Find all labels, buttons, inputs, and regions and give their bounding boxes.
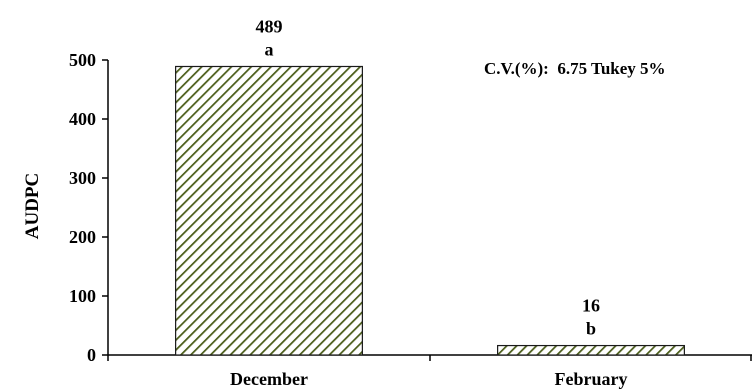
y-axis-title: AUDPC [22, 173, 43, 240]
bar-february [497, 344, 685, 356]
data-labels: a 489 b 16 [256, 16, 601, 338]
significance-letter: b [586, 319, 596, 339]
y-tick-label: 100 [69, 286, 96, 306]
data-label: 489 [256, 16, 283, 36]
bars [175, 65, 685, 356]
y-tick-label: 400 [69, 109, 96, 129]
y-tick-label: 0 [87, 345, 96, 365]
data-label: 16 [582, 296, 600, 316]
cv-annotation: C.V.(%): 6.75 Tukey 5% [484, 59, 666, 78]
y-tick-label: 500 [69, 50, 96, 70]
x-tick-label: December [230, 369, 308, 389]
y-tick-label: 300 [69, 168, 96, 188]
significance-letter: a [265, 39, 274, 59]
x-tick-label: February [555, 369, 628, 389]
y-tick-label: 200 [69, 227, 96, 247]
x-axis: December February [107, 354, 752, 389]
y-axis: 0 100 200 300 400 500 [69, 50, 109, 365]
bar-december [175, 65, 363, 356]
